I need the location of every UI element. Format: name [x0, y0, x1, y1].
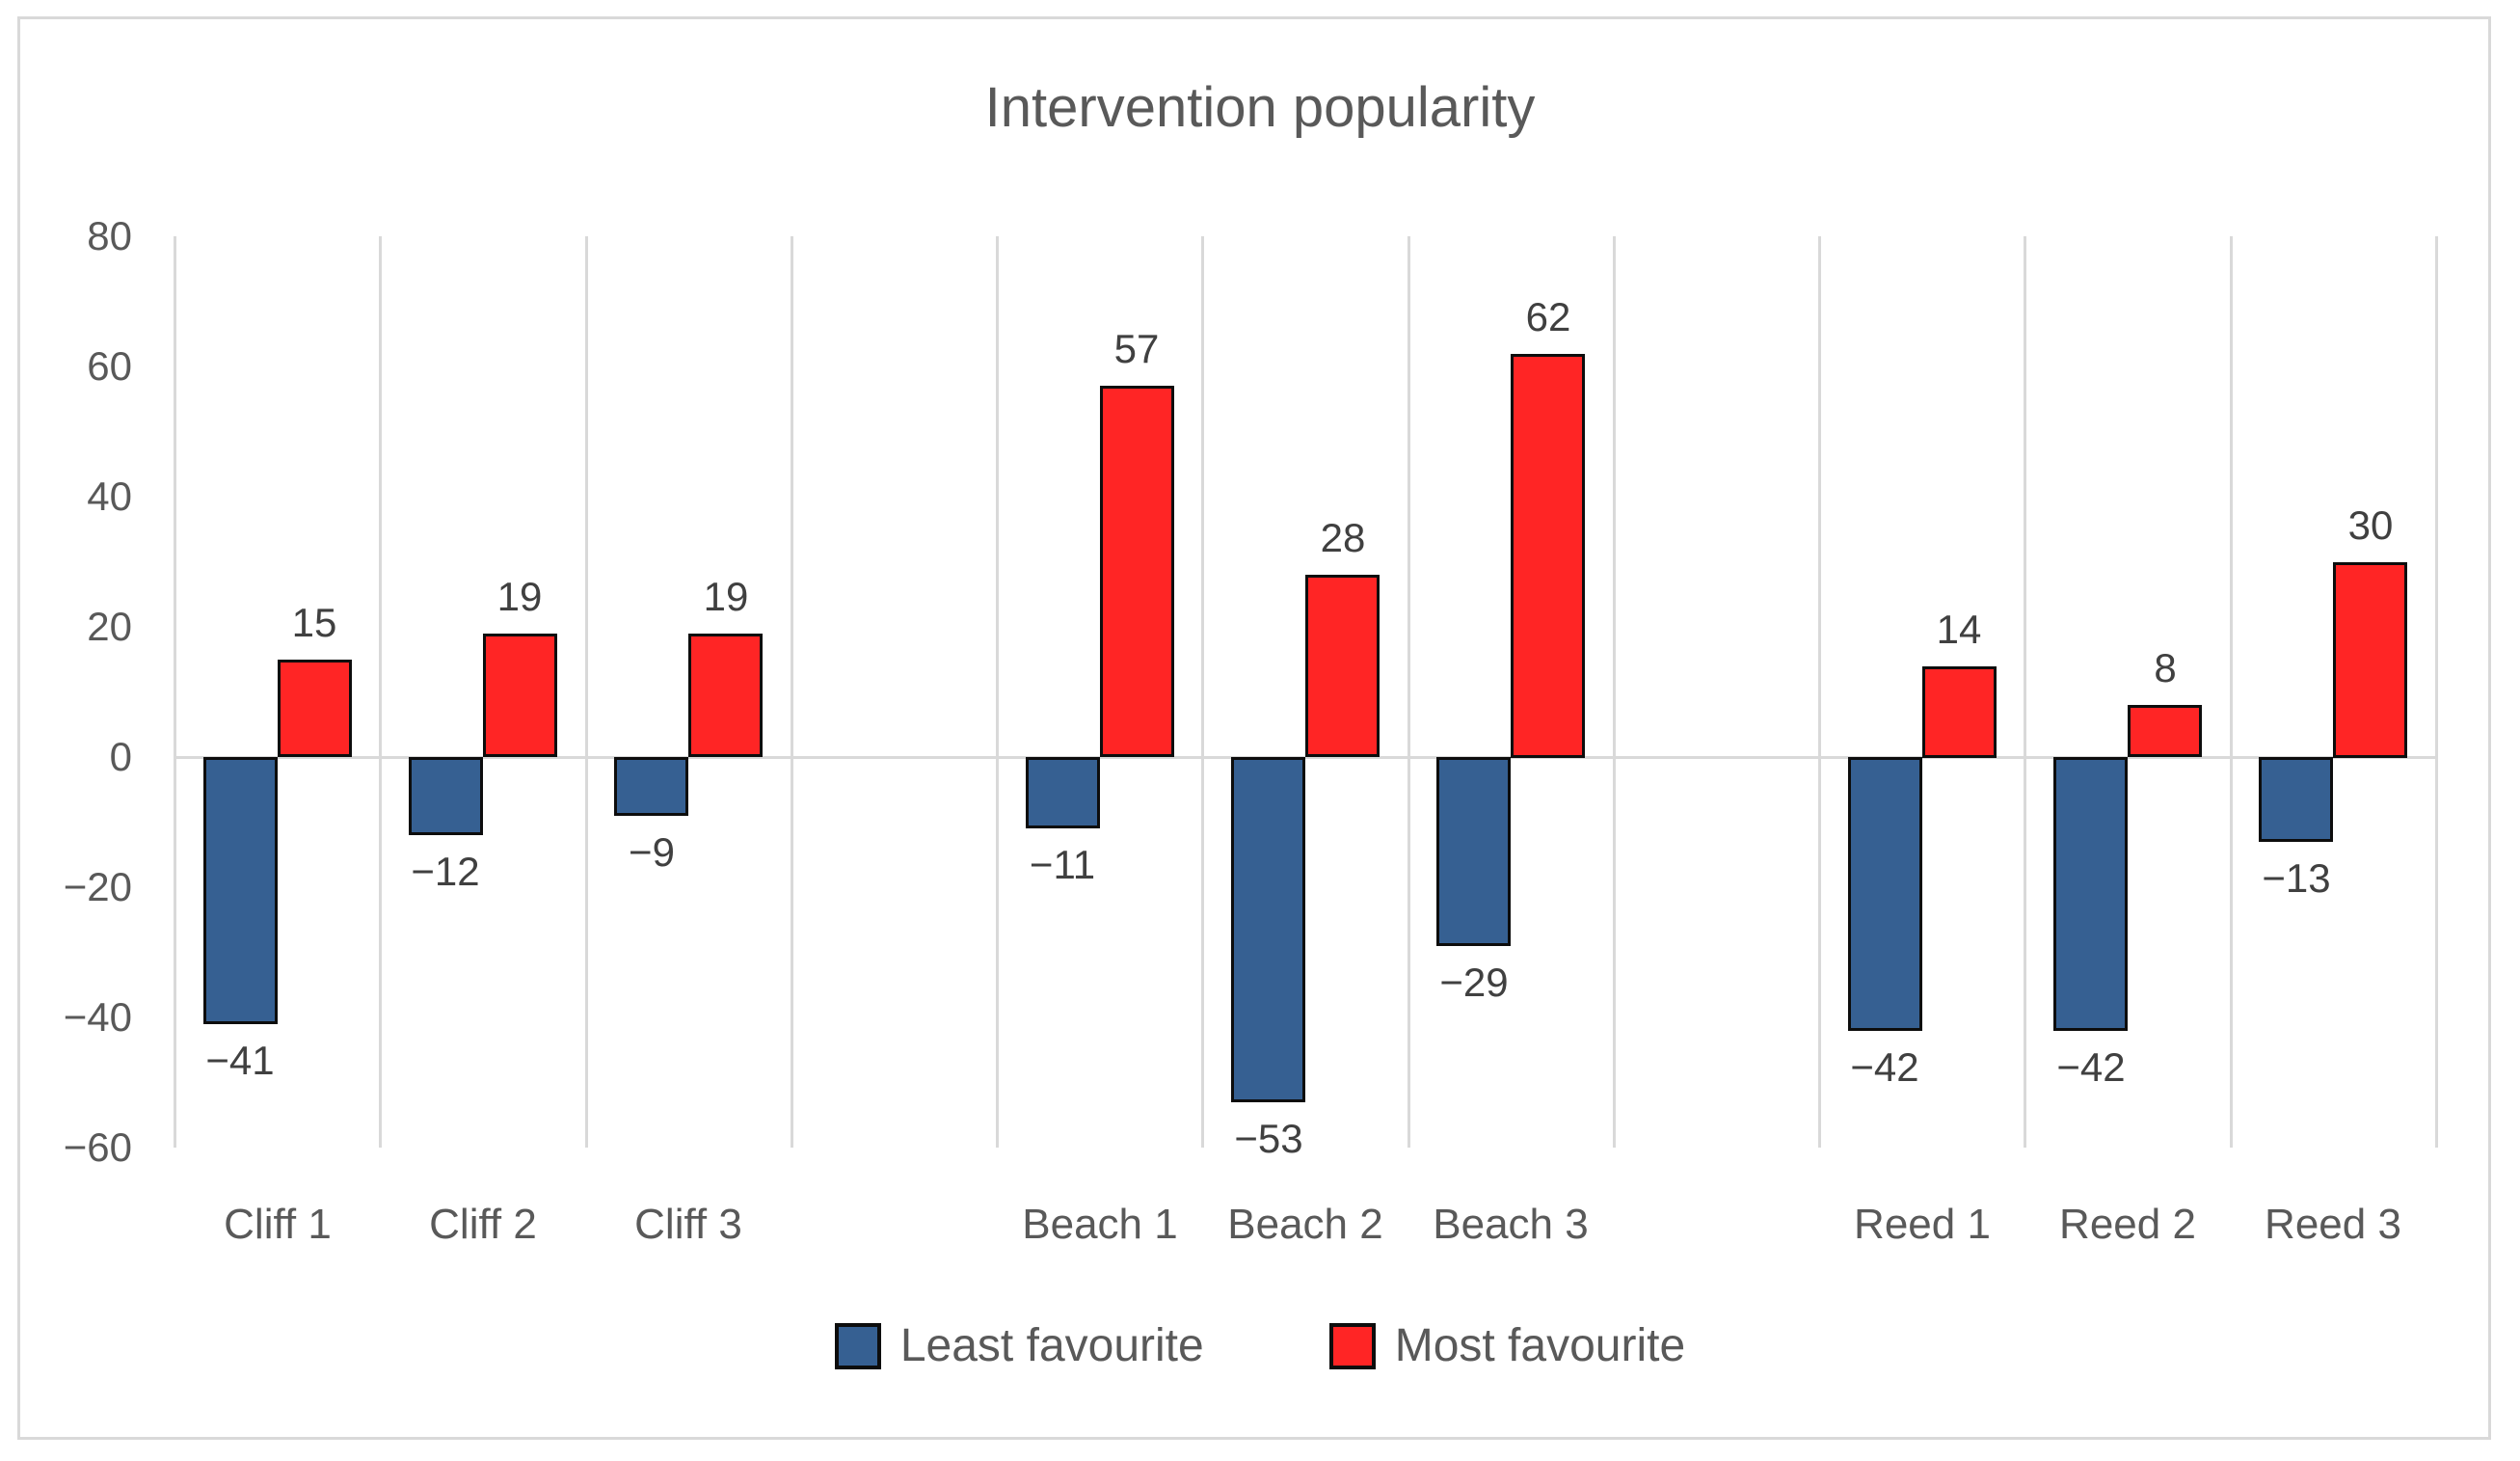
value-label-most-favourite-beach-3: 62 — [1525, 294, 1571, 339]
chart-outer-frame — [17, 16, 2491, 1440]
value-label-least-favourite-cliff-3: −9 — [629, 829, 675, 875]
value-label-most-favourite-reed-1: 14 — [1936, 607, 1982, 652]
zero-axis-line — [174, 756, 2436, 759]
legend-label-least-favourite: Least favourite — [899, 1320, 1204, 1371]
legend-swatch-most-favourite — [1328, 1322, 1376, 1369]
value-label-least-favourite-cliff-1: −41 — [205, 1038, 275, 1083]
bar-least-favourite-reed-1 — [1848, 757, 1922, 1031]
bar-least-favourite-beach-1 — [1026, 757, 1100, 828]
gridline — [2435, 236, 2438, 1148]
chart-title: Intervention popularity — [984, 76, 1536, 139]
legend-item-least-favourite: Least favourite — [834, 1319, 1204, 1372]
plot-area: −41 15 Cliff 1 −12 19 Cliff 2 −9 19 Cliff 3 −11 57… — [174, 236, 2438, 1248]
value-label-most-favourite-cliff-3: 19 — [703, 574, 749, 619]
gridline — [379, 236, 382, 1148]
bar-most-favourite-cliff-2 — [483, 634, 557, 757]
gridline — [1407, 236, 1410, 1148]
y-tick-label: 40 — [87, 473, 132, 519]
y-axis: 80 60 40 20 0 −20 −40 −60 — [0, 0, 132, 1461]
bar-least-favourite-beach-2 — [1231, 757, 1305, 1102]
bar-most-favourite-reed-2 — [2128, 705, 2202, 757]
bar-least-favourite-reed-3 — [2259, 757, 2333, 842]
value-label-least-favourite-beach-2: −53 — [1234, 1116, 1303, 1161]
y-tick-label: 20 — [87, 604, 132, 649]
y-tick-label: −40 — [63, 994, 132, 1040]
bar-least-favourite-beach-3 — [1436, 757, 1511, 946]
bar-most-favourite-reed-1 — [1922, 666, 1997, 758]
bar-most-favourite-beach-1 — [1100, 386, 1174, 757]
y-tick-label: 80 — [87, 213, 132, 258]
value-label-least-favourite-beach-3: −29 — [1439, 960, 1509, 1005]
bar-least-favourite-cliff-2 — [409, 757, 483, 835]
y-tick-label: −60 — [63, 1124, 132, 1170]
y-tick-label: 0 — [109, 734, 132, 779]
bar-least-favourite-cliff-3 — [614, 757, 688, 816]
gridline — [791, 236, 793, 1148]
bar-most-favourite-cliff-3 — [688, 634, 763, 757]
bar-most-favourite-cliff-1 — [278, 660, 352, 757]
gridline — [2024, 236, 2026, 1148]
value-label-most-favourite-beach-1: 57 — [1113, 326, 1160, 371]
y-tick-label: −20 — [63, 864, 132, 909]
gridline — [1201, 236, 1204, 1148]
x-tick-label-cliff-1: Cliff 1 — [224, 1201, 332, 1248]
x-tick-label-beach-3: Beach 3 — [1433, 1201, 1589, 1248]
gridline — [1613, 236, 1616, 1148]
value-label-most-favourite-cliff-2: 19 — [496, 574, 543, 619]
value-label-least-favourite-beach-1: −11 — [1029, 842, 1096, 887]
value-label-least-favourite-cliff-2: −12 — [411, 849, 480, 894]
value-label-least-favourite-reed-3: −13 — [2262, 855, 2331, 901]
bar-most-favourite-beach-2 — [1305, 575, 1380, 757]
gridline — [2230, 236, 2233, 1148]
x-tick-label-reed-2: Reed 2 — [2059, 1201, 2196, 1248]
value-label-most-favourite-reed-2: 8 — [2154, 645, 2177, 690]
bar-most-favourite-reed-3 — [2333, 562, 2407, 758]
legend-label-most-favourite: Most favourite — [1394, 1320, 1686, 1371]
x-tick-label-cliff-2: Cliff 2 — [429, 1201, 537, 1248]
value-label-least-favourite-reed-1: −42 — [1850, 1044, 1919, 1090]
value-label-most-favourite-beach-2: 28 — [1320, 515, 1366, 560]
gridline — [174, 236, 176, 1148]
gridline — [996, 236, 999, 1148]
x-tick-label-beach-2: Beach 2 — [1227, 1201, 1383, 1248]
bar-most-favourite-beach-3 — [1511, 354, 1585, 758]
legend: Least favourite Most favourite — [0, 1319, 2520, 1372]
gridline — [1818, 236, 1821, 1148]
y-tick-label: 60 — [87, 343, 132, 389]
value-label-most-favourite-cliff-1: 15 — [291, 600, 337, 645]
bar-least-favourite-reed-2 — [2053, 757, 2128, 1031]
legend-swatch-least-favourite — [834, 1322, 881, 1369]
x-tick-label-reed-3: Reed 3 — [2265, 1201, 2401, 1248]
x-tick-label-beach-1: Beach 1 — [1022, 1201, 1178, 1248]
value-label-most-favourite-reed-3: 30 — [2347, 502, 2394, 548]
legend-item-most-favourite: Most favourite — [1328, 1319, 1686, 1372]
value-label-least-favourite-reed-2: −42 — [2056, 1044, 2126, 1090]
gridline — [585, 236, 588, 1148]
x-tick-label-cliff-3: Cliff 3 — [634, 1201, 742, 1248]
x-tick-label-reed-1: Reed 1 — [1854, 1201, 1991, 1248]
bar-least-favourite-cliff-1 — [203, 757, 278, 1024]
